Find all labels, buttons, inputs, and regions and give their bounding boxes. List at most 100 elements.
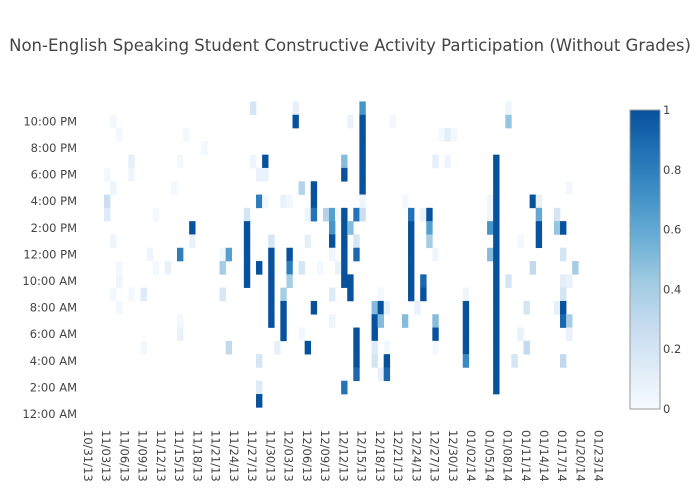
heatmap-cell [529,261,536,275]
heatmap-cell [110,181,117,195]
y-tick-label: 4:00 PM [31,194,77,208]
heatmap-cell [505,274,512,288]
heatmap-cell [493,221,500,235]
heatmap-cell [243,207,251,222]
heatmap-cell [523,340,530,355]
heatmap-cell [128,154,135,169]
heatmap-cell [262,167,269,182]
heatmap-cell [268,287,275,302]
x-tick-label: 12/21/13 [391,430,405,482]
heatmap-cell [432,314,439,328]
chart-title: Non-English Speaking Student Constructiv… [9,36,691,55]
heatmap-cell [152,261,160,275]
heatmap-cell [170,181,178,195]
heatmap-cell [128,287,135,302]
heatmap-cell [517,327,524,342]
x-axis-ticks: 10/31/13 11/03/13 11/06/13 11/09/13 11/12/13… [81,430,606,482]
heatmap-cell [304,340,312,355]
heatmap-cell [493,154,500,169]
heatmap-cell [487,194,494,209]
heatmap-cell [487,221,494,235]
heatmap-cell [310,207,318,222]
heatmap-cell [140,340,147,355]
heatmap-cell [268,300,275,315]
x-tick-label: 11/06/13 [117,430,131,482]
x-tick-label: 12/24/13 [409,430,423,482]
heatmap-cell [383,367,391,382]
x-tick-label: 11/27/13 [245,430,259,482]
heatmap-cell [243,221,251,235]
heatmap-cell [347,221,354,235]
heatmap-cell [487,247,494,262]
heatmap-cell [420,274,427,288]
heatmap-cell [371,300,378,315]
heatmap-cell [268,274,275,288]
heatmap-cell [359,154,366,169]
heatmap-cell [529,194,536,209]
heatmap-cell [310,300,318,315]
heatmap-cell [444,154,451,169]
heatmap-cell [572,261,579,275]
heatmap-cell [493,234,500,249]
heatmap-cell [426,221,433,235]
heatmap-cell [104,167,111,182]
x-tick-label: 01/11/14 [519,430,533,482]
heatmap-cell [535,234,543,249]
heatmap-cell [414,300,421,315]
heatmap-cell [511,354,518,368]
heatmap-cell [268,247,275,262]
heatmap-cell [493,287,500,302]
heatmap-cell [341,207,348,222]
heatmap-cell [341,167,348,182]
x-tick-label: 12/27/13 [428,430,442,482]
heatmap-cell [517,234,524,249]
colorbar-tick-label: 0.6 [663,223,681,237]
heatmap-cell [420,287,427,302]
heatmap-cell [322,207,330,222]
heatmap-cell [432,154,439,169]
y-tick-label: 12:00 PM [23,247,77,261]
x-tick-label: 11/24/13 [227,430,241,482]
x-tick-label: 01/05/14 [482,430,496,482]
heatmap-cell [383,300,391,315]
heatmap-cell [152,207,160,222]
x-tick-label: 11/03/13 [99,430,113,482]
heatmap-cell [462,314,470,328]
heatmap-cell [535,194,543,209]
heatmap-cell [110,234,117,249]
heatmap-cell [462,287,470,302]
heatmap-cell [189,221,196,235]
x-tick-label: 11/09/13 [136,430,150,482]
heatmap-cell [341,234,348,249]
heatmap-cell [389,114,397,129]
heatmap-cell [328,287,336,302]
heatmap-cell [462,340,470,355]
heatmap-cell [560,287,567,302]
heatmap-cell [116,261,123,275]
heatmap-cell [292,101,299,116]
heatmap-cell [383,354,391,368]
heatmap-cell [420,207,427,222]
heatmap-cell [426,234,433,249]
heatmap-cell [347,287,354,302]
heatmap-cell [535,221,543,235]
heatmap-cell [432,247,439,262]
heatmap-cell [371,327,378,342]
x-tick-label: 01/14/14 [537,430,551,482]
heatmap-cell [359,207,366,222]
heatmap-cell [256,167,263,182]
heatmap-cell [268,314,275,328]
heatmap-cell [280,194,287,209]
heatmap-cell [328,221,336,235]
heatmap-cell [341,221,348,235]
heatmap-cell [262,194,269,209]
heatmap-cell [298,261,305,275]
heatmap-cell [280,287,287,302]
y-tick-label: 2:00 PM [31,221,77,235]
heatmap-cell [328,314,336,328]
heatmap-cell [353,367,360,382]
heatmap-cell [493,207,500,222]
heatmap-cell [371,314,378,328]
heatmap-cell [353,234,360,249]
